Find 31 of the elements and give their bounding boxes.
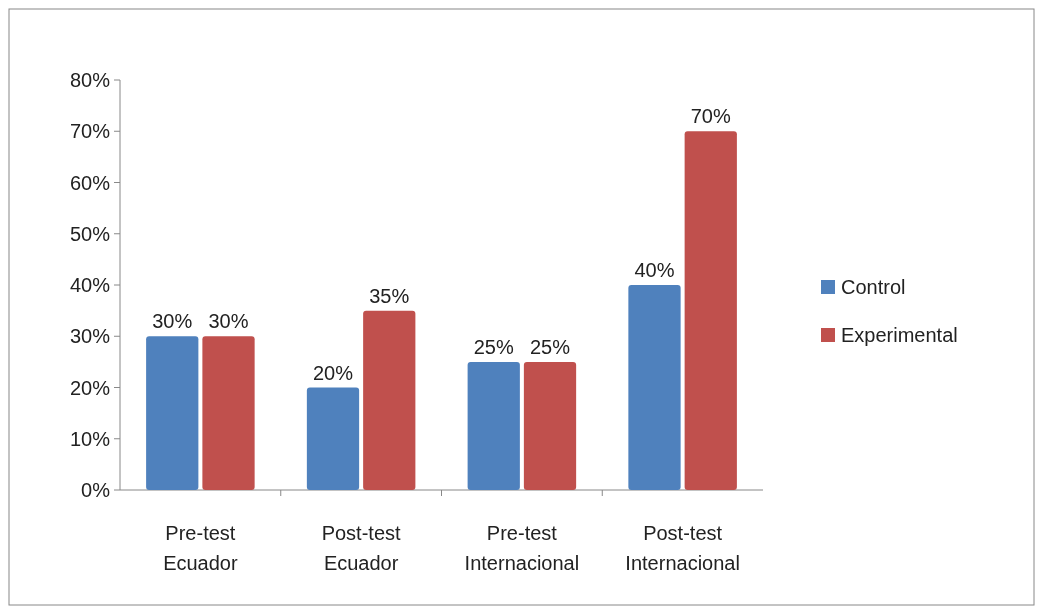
data-label: 70% [690, 105, 731, 128]
bar [363, 310, 416, 490]
legend-label: Control [841, 276, 906, 298]
bar [467, 361, 520, 490]
data-label: 20% [312, 361, 354, 384]
bar [146, 336, 199, 490]
bar [684, 131, 737, 490]
data-label: 25% [473, 335, 514, 358]
data-label: 25% [529, 335, 571, 358]
x-tick-label: Post-test Internacional [625, 522, 740, 574]
y-tick-label: 50% [69, 222, 111, 245]
legend-label: Experimental [841, 324, 958, 346]
x-tick-label: Pre-test Internacional [464, 522, 580, 574]
y-tick-label: 80% [69, 69, 111, 91]
y-tick-label: 40% [69, 274, 111, 296]
y-tick-label: 60% [69, 171, 111, 194]
y-tick-label: 20% [69, 376, 111, 399]
data-label: 30% [208, 310, 249, 333]
y-tick-label: 0% [81, 479, 111, 501]
bar [306, 387, 360, 490]
y-tick-label: 70% [69, 120, 111, 143]
y-tick-label: 30% [69, 325, 111, 348]
data-label: 30% [152, 310, 193, 333]
bar [628, 285, 681, 490]
bar [202, 336, 255, 490]
data-label: 40% [634, 259, 675, 281]
y-tick-label: 10% [69, 427, 111, 450]
x-tick-label: Pre-test Ecuador [163, 522, 238, 574]
bar [523, 361, 577, 490]
data-label: 35% [369, 284, 410, 307]
x-tick-label: Post-test Ecuador [321, 522, 402, 574]
